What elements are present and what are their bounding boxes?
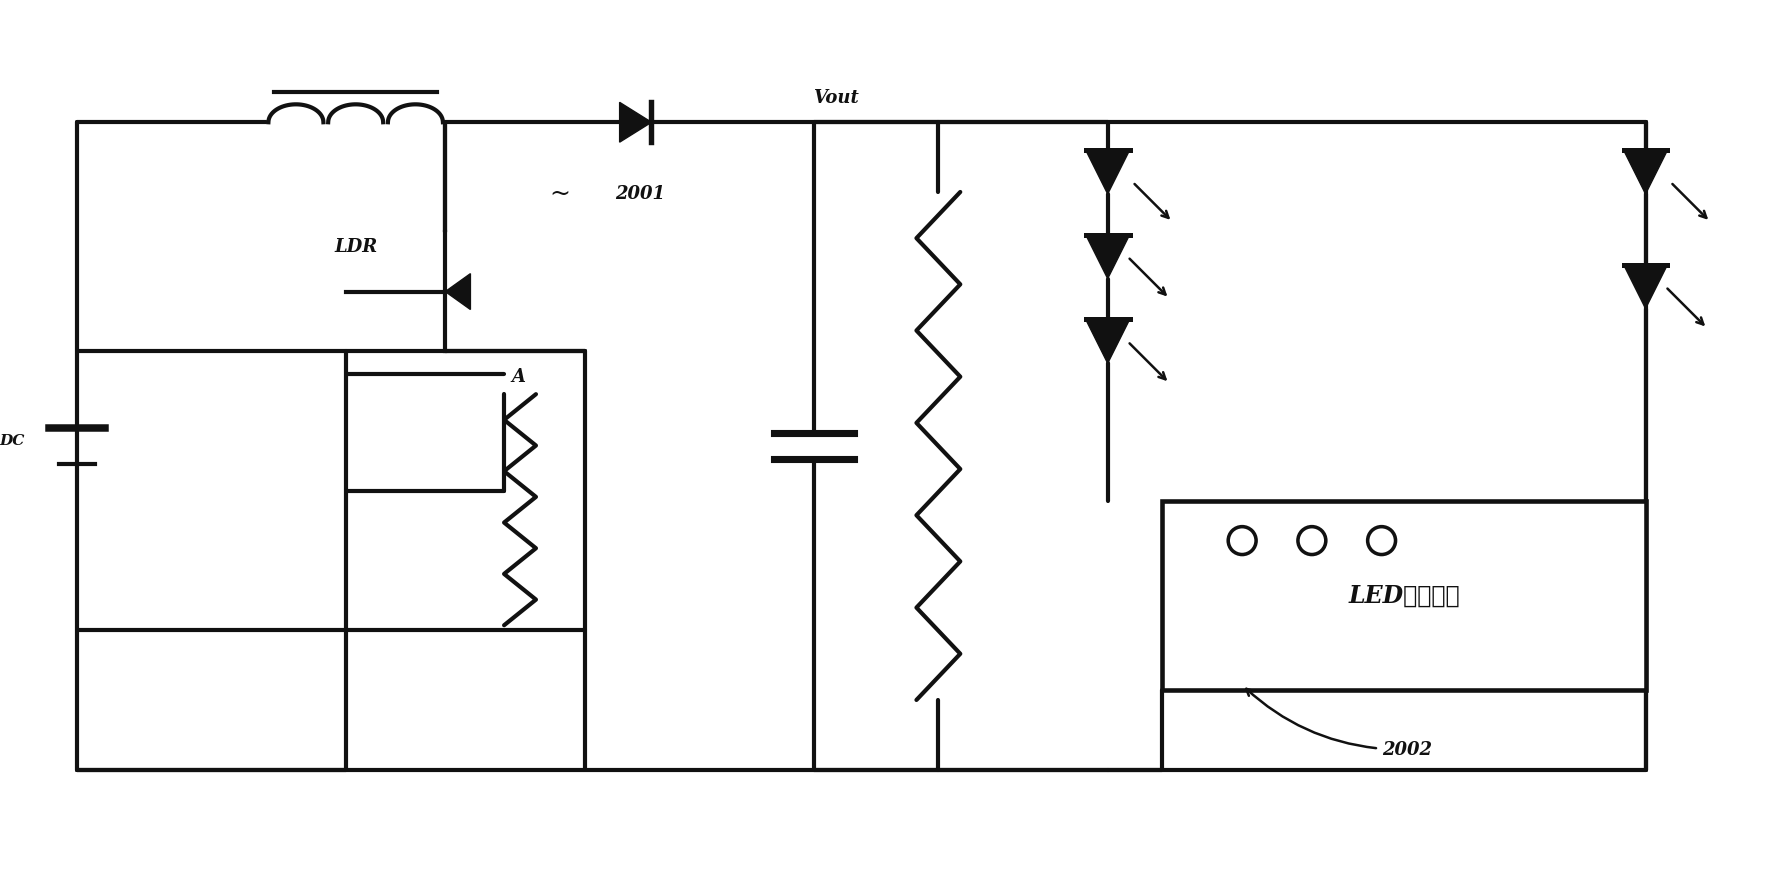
Polygon shape xyxy=(1086,235,1129,279)
Text: Vout: Vout xyxy=(814,89,860,108)
Polygon shape xyxy=(1086,320,1129,364)
Text: DC: DC xyxy=(0,434,25,448)
Bar xyxy=(1163,501,1645,690)
Text: LED驱动电路: LED驱动电路 xyxy=(1349,583,1459,607)
Polygon shape xyxy=(619,102,651,142)
Polygon shape xyxy=(1623,265,1668,308)
Text: 2002: 2002 xyxy=(1247,689,1431,759)
Text: LDR: LDR xyxy=(334,237,376,256)
Text: ~: ~ xyxy=(549,182,571,206)
Polygon shape xyxy=(1623,150,1668,194)
Text: 2001: 2001 xyxy=(615,185,665,203)
Text: A: A xyxy=(510,368,524,386)
Polygon shape xyxy=(1086,150,1129,194)
Polygon shape xyxy=(446,273,471,309)
